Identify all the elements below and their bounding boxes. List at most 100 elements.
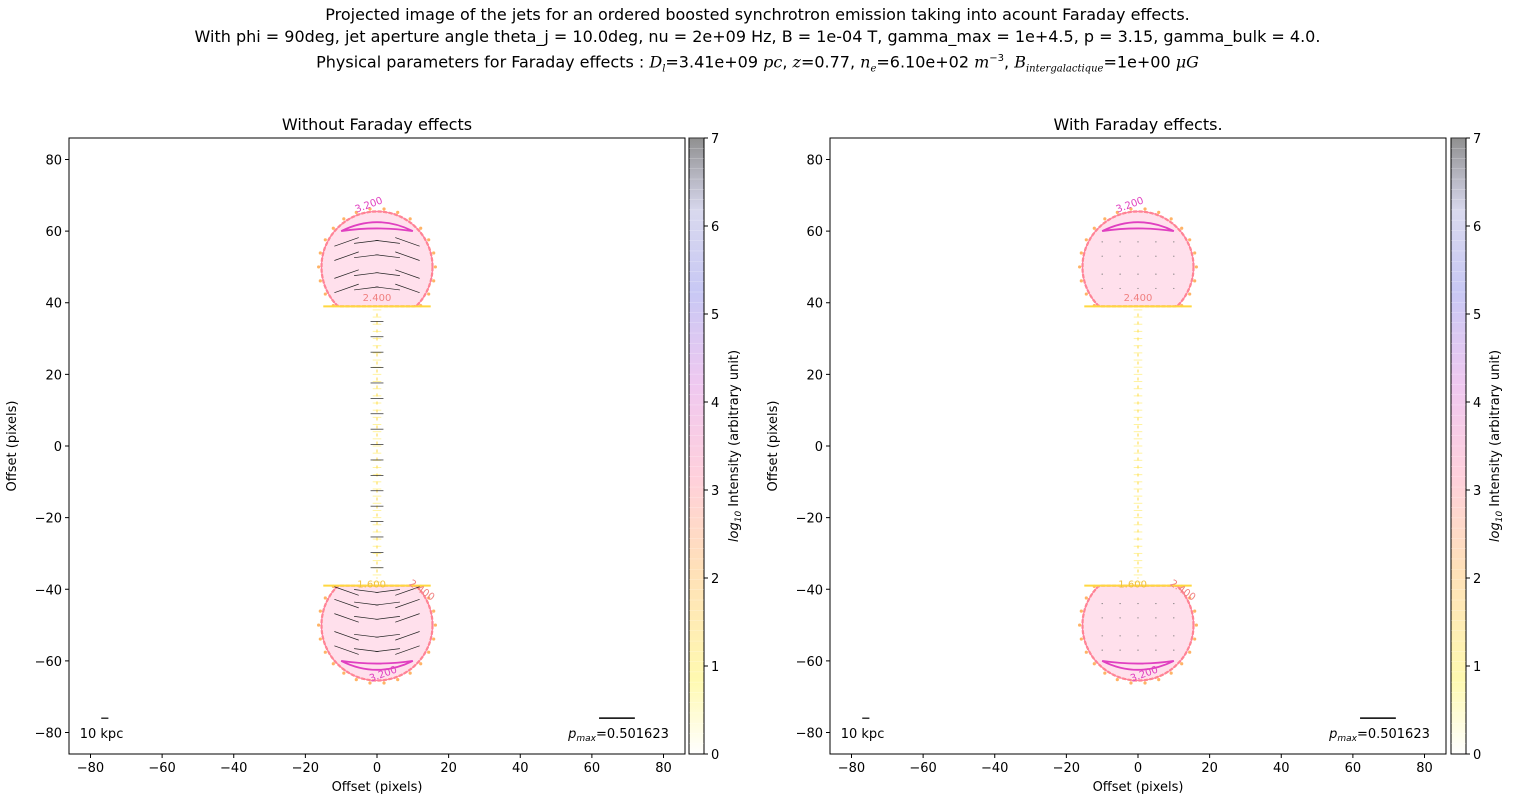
scale-label: 10 kpc [80, 727, 124, 742]
polarization-dot [1101, 273, 1103, 275]
x-tick-label: 60 [1345, 761, 1362, 776]
colorbar-tick-label: 5 [711, 308, 719, 323]
polarization-vector [375, 286, 400, 291]
polarization-dot [1155, 617, 1157, 619]
x-axis-label: Offset (pixels) [1093, 780, 1184, 795]
y-tick-label: 40 [45, 297, 62, 312]
y-tick-label: −40 [35, 583, 62, 598]
colorbar-tick-label: 7 [1473, 132, 1481, 147]
title-dl-value: =3.41e+09 [665, 52, 764, 72]
polarization-dot [1119, 635, 1121, 637]
top-lobe-rim-dot [432, 251, 436, 255]
polarization-dot [1137, 287, 1139, 290]
colorbar-tick-label: 3 [711, 484, 719, 499]
y-tick-label: −60 [796, 655, 823, 670]
top-lobe-rim-dot [1078, 265, 1082, 269]
top-lobe-rim-dot [1157, 210, 1161, 214]
polarization-vector [354, 272, 379, 276]
bottom-lobe-rim-dot [323, 596, 327, 600]
y-axis-label: Offset (pixels) [5, 401, 20, 492]
title-b-value: =1e+00 [1103, 52, 1176, 72]
top-lobe-contour-3200 [340, 221, 414, 233]
bottom-lobe-rim-dot [1079, 637, 1083, 641]
colorbar-tick-label: 0 [1473, 748, 1481, 763]
bottom-lobe-rim-dot [1188, 650, 1192, 654]
top-lobe-rim-dot [1188, 292, 1192, 296]
top-lobe-rim-dot [354, 210, 358, 214]
y-tick-label: 80 [45, 153, 62, 168]
top-lobe-rim-dot [427, 292, 431, 296]
bottom-lobe-rim-dot [1092, 662, 1096, 666]
pmax-subscript: max [576, 734, 596, 744]
top-lobe-rim-dot [342, 217, 346, 221]
figure-title-line1: Projected image of the jets for an order… [325, 5, 1190, 24]
polarization-dot [1137, 602, 1139, 605]
y-tick-label: 20 [45, 368, 62, 383]
x-tick-label: 60 [584, 761, 601, 776]
bottom-lobe-rim-dot [1084, 650, 1088, 654]
top-lobe-rim-dot [323, 238, 327, 242]
colorbar-tick-label: 1 [711, 660, 719, 675]
polarization-vector [395, 269, 420, 279]
panel-title: With Faraday effects. [1053, 115, 1222, 134]
x-tick-label: 0 [1134, 761, 1142, 776]
polarization-vector [375, 633, 400, 638]
polarization-dot [1119, 617, 1121, 619]
colorbar-label: log10 Intensity (arbitrary unit) [1488, 350, 1505, 542]
bottom-lobe-rim-dot [1078, 623, 1082, 627]
x-axis-label: Offset (pixels) [332, 780, 423, 795]
polarization-vector [354, 648, 379, 653]
polarization-vector [334, 283, 359, 294]
contour-label-1: 2.400 [1124, 293, 1153, 304]
top-lobe-rim-dot [1188, 238, 1192, 242]
y-axis-label: Offset (pixels) [766, 401, 781, 492]
bottom-lobe-rim-dot [317, 623, 321, 627]
polarization-vector [354, 239, 379, 244]
polarization-vector [354, 616, 379, 620]
y-tick-label: 0 [815, 440, 823, 455]
x-tick-label: 0 [373, 761, 381, 776]
polarization-vector [375, 254, 400, 259]
bottom-lobe-rim-dot [432, 609, 436, 613]
y-tick-label: 40 [806, 297, 823, 312]
pmax-subscript: max [1337, 734, 1357, 744]
x-tick-label: −60 [148, 761, 175, 776]
polarization-dot [1155, 635, 1157, 637]
top-lobe-rim-dot [1092, 226, 1096, 230]
polarization-vector [395, 586, 420, 596]
bottom-lobe-rim-dot [382, 681, 386, 685]
polarization-vector [334, 598, 359, 609]
y-tick-label: −80 [796, 727, 823, 742]
polarization-dot [1137, 241, 1139, 243]
polarization-vector [334, 586, 359, 596]
y-tick-label: 60 [806, 225, 823, 240]
polarization-dot [1119, 241, 1121, 243]
top-lobe-rim-dot [1079, 279, 1083, 283]
colorbar-label-text: Intensity (arbitrary unit) [1488, 350, 1503, 511]
top-lobe-rim-dot [318, 279, 322, 283]
bottom-lobe-rim-dot [433, 623, 437, 627]
polarization-vector [395, 598, 420, 609]
polarization-vector [375, 648, 400, 653]
x-tick-label: 40 [1273, 761, 1290, 776]
polarization-vector [334, 237, 359, 247]
panel-title: Without Faraday effects [282, 115, 472, 134]
top-lobe-rim-dot [331, 226, 335, 230]
polarization-dot [1119, 649, 1121, 651]
bottom-lobe-rim-dot [1129, 681, 1133, 685]
y-tick-label: −80 [35, 727, 62, 742]
top-lobe-rim-dot [1103, 217, 1107, 221]
polarization-dot [1119, 255, 1121, 257]
polarization-dot [1173, 273, 1175, 275]
colorbar-label: log10 Intensity (arbitrary unit) [727, 350, 744, 542]
polarization-vector [334, 613, 359, 623]
colorbar-label-text: Intensity (arbitrary unit) [727, 350, 742, 511]
polarization-dot [1173, 617, 1175, 619]
bottom-lobe-rim-dot [427, 596, 431, 600]
pmax-symbol: p [1328, 727, 1337, 742]
x-tick-label: 20 [1201, 761, 1218, 776]
polarization-dot [1137, 255, 1139, 257]
pmax-value: =0.501623 [596, 727, 669, 742]
